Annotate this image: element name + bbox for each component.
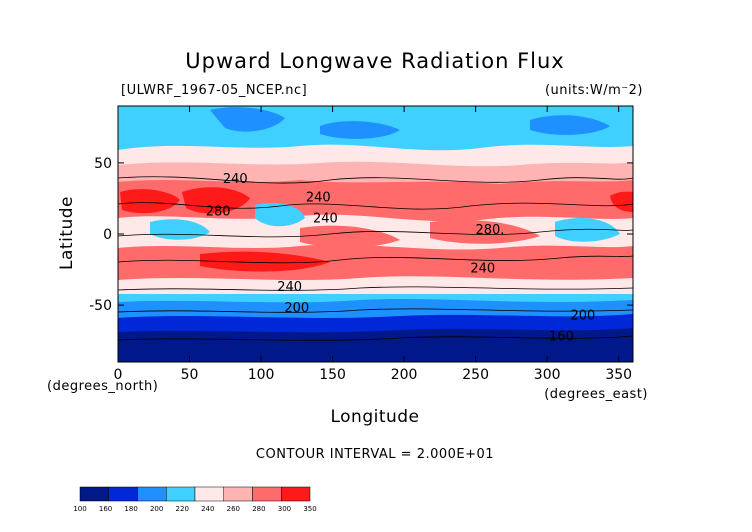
- equator-cyan-b: [255, 202, 305, 227]
- colorbar-swatch: [281, 486, 311, 502]
- contour-label: 200: [284, 301, 309, 316]
- colorbar-swatch: [194, 486, 224, 502]
- band-south-pink: [118, 276, 633, 296]
- x-tick-label: 200: [391, 367, 418, 383]
- colorbar-label: 220: [176, 505, 189, 513]
- contour-label: 280.: [475, 223, 504, 238]
- contour-label: 240: [470, 261, 495, 276]
- contour-label: 160: [549, 330, 574, 345]
- x-axis-label: Longitude: [330, 407, 419, 427]
- colorbar-swatch: [223, 486, 253, 502]
- equator-cyan-c: [555, 218, 620, 242]
- x-tick-label: 350: [605, 367, 632, 383]
- x-tick-label: 100: [248, 367, 275, 383]
- y-tick-label: -50: [89, 298, 112, 314]
- colorbar-label: 350: [303, 505, 316, 513]
- colorbar-swatch: [137, 486, 167, 502]
- x-tick-label: 50: [181, 367, 199, 383]
- colorbar-label: 260: [227, 505, 240, 513]
- contour-interval: CONTOUR INTERVAL = 2.000E+01: [256, 447, 494, 462]
- colorbar-swatch: [252, 486, 282, 502]
- contour-label: 240: [306, 190, 331, 205]
- colorbar-label: 180: [124, 505, 137, 513]
- x-tick-label: 150: [319, 367, 346, 383]
- south-hot-a: [200, 251, 330, 272]
- y-unit-label: (degrees_north): [47, 379, 158, 394]
- y-axis-label: Latitude: [57, 196, 77, 270]
- hot-spot-c: [610, 191, 633, 212]
- colorbar-swatch: [166, 486, 196, 502]
- y-axis-ticks: 50 0 -50: [89, 156, 633, 314]
- contour-label: 240: [223, 172, 248, 187]
- colorbar-label: 280: [252, 505, 265, 513]
- x-unit-label: (degrees_east): [544, 387, 648, 402]
- band-antarctic-navy: [118, 328, 633, 362]
- colorbar-label: 300: [278, 505, 291, 513]
- arctic-blue-c: [530, 115, 610, 135]
- contour-label: 240: [277, 280, 302, 295]
- file-label: [ULWRF_1967-05_NCEP.nc]: [121, 83, 307, 98]
- chart-title: Upward Longwave Radiation Flux: [185, 49, 564, 73]
- contour-lines: [117, 176, 634, 341]
- x-axis-ticks: 0 50 100 150 200 250 300 350: [114, 106, 632, 383]
- y-tick-label: 0: [103, 227, 112, 243]
- hot-spot-a: [120, 189, 180, 214]
- y-tick-label: 50: [94, 156, 112, 172]
- contour-label: 280: [206, 205, 231, 220]
- equator-red-b: [430, 219, 540, 244]
- x-tick-label: 300: [534, 367, 561, 383]
- band-tropics-red: [118, 180, 633, 225]
- x-tick-label: 0: [114, 367, 123, 383]
- colorbar: 100 160 180 200 220 240 260 280 300 350: [73, 486, 317, 513]
- colorbar-swatch: [108, 486, 138, 502]
- units-label: (units:W/m⁻2): [545, 83, 643, 98]
- plot-area: [118, 106, 633, 362]
- colorbar-swatch: [79, 486, 109, 502]
- x-tick-label: 250: [462, 367, 489, 383]
- hot-spot-b: [182, 187, 250, 214]
- arctic-blue-b: [320, 121, 400, 139]
- arctic-blue-a: [210, 107, 285, 132]
- colorbar-label: 240: [201, 505, 214, 513]
- colorbar-label: 100: [73, 505, 86, 513]
- colorbar-label: 200: [150, 505, 163, 513]
- contour-label: 200: [571, 308, 596, 323]
- contour-label: 240: [313, 212, 338, 227]
- colorbar-label: 160: [99, 505, 112, 513]
- contour-labels: 240 280 240 240 280. 240 240 200 200 160: [206, 172, 596, 345]
